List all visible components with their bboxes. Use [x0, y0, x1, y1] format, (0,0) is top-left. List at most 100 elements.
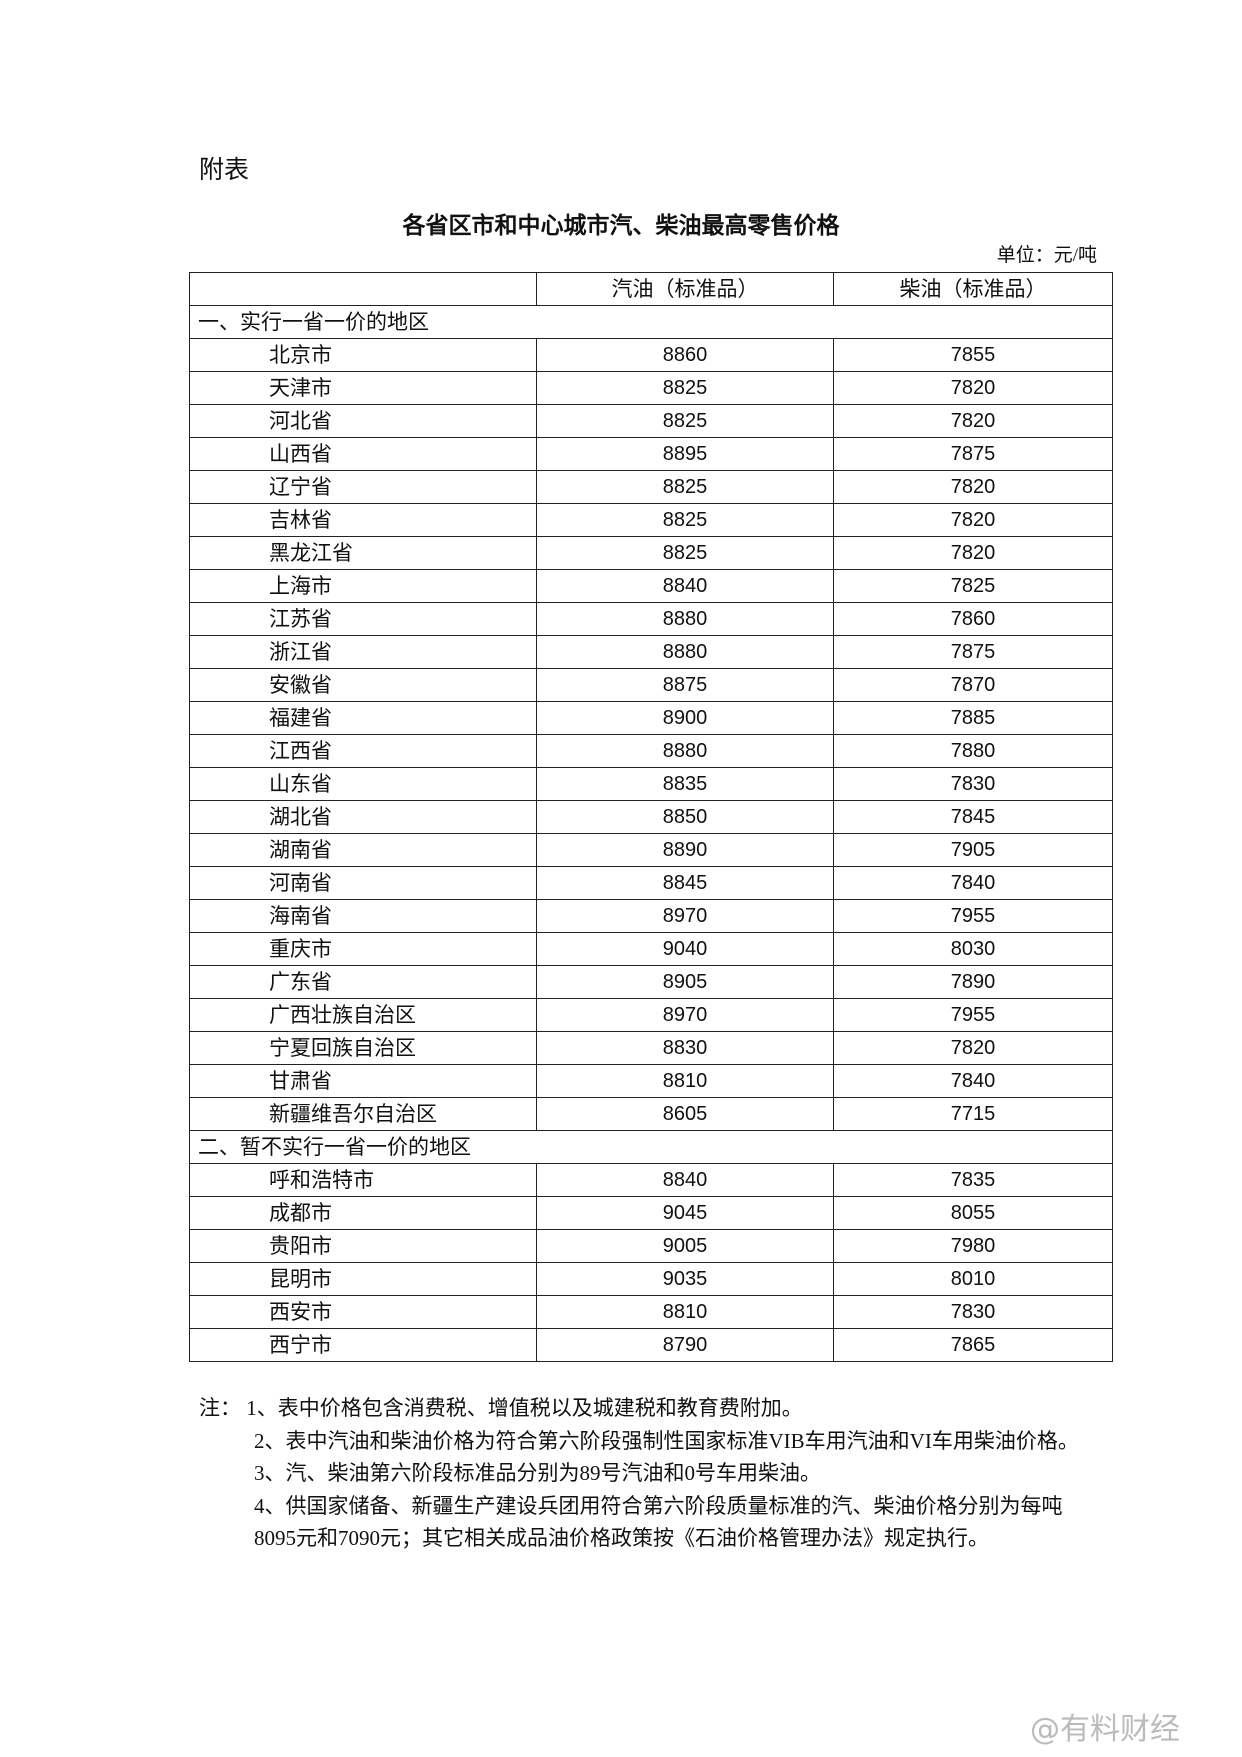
- table-row: 安徽省 8875 7870: [189, 668, 1113, 702]
- section-label: 二、暂不实行一省一价的地区: [189, 1130, 1113, 1164]
- table-row: 贵阳市 9005 7980: [189, 1229, 1113, 1263]
- table-row: 辽宁省 8825 7820: [189, 470, 1113, 504]
- gasoline-price: 8880: [536, 635, 834, 669]
- diesel-price: 7905: [833, 833, 1113, 867]
- region-name: 北京市: [189, 338, 537, 372]
- watermark: @有料财经: [1030, 1712, 1180, 1747]
- region-name: 山东省: [189, 767, 537, 801]
- region-name: 甘肃省: [189, 1064, 537, 1098]
- table-row: 昆明市 9035 8010: [189, 1262, 1113, 1296]
- diesel-price: 7820: [833, 536, 1113, 570]
- table-row: 黑龙江省 8825 7820: [189, 536, 1113, 570]
- diesel-price: 7980: [833, 1229, 1113, 1263]
- region-name: 海南省: [189, 899, 537, 933]
- region-name: 呼和浩特市: [189, 1163, 537, 1197]
- table-row: 成都市 9045 8055: [189, 1196, 1113, 1230]
- table-row: 浙江省 8880 7875: [189, 635, 1113, 669]
- diesel-price: 7890: [833, 965, 1113, 999]
- note-3: 3、汽、柴油第六阶段标准品分别为89号汽油和0号车用柴油。: [254, 1461, 821, 1485]
- diesel-price: 8030: [833, 932, 1113, 966]
- diesel-price: 7845: [833, 800, 1113, 834]
- table-row: 天津市 8825 7820: [189, 371, 1113, 405]
- gasoline-price: 8970: [536, 899, 834, 933]
- table-row: 山东省 8835 7830: [189, 767, 1113, 801]
- diesel-price: 7880: [833, 734, 1113, 768]
- gasoline-price: 8895: [536, 437, 834, 471]
- table-row: 广西壮族自治区 8970 7955: [189, 998, 1113, 1032]
- table-row: 福建省 8900 7885: [189, 701, 1113, 735]
- diesel-price: 7820: [833, 503, 1113, 537]
- gasoline-price: 9045: [536, 1196, 834, 1230]
- gasoline-price: 8890: [536, 833, 834, 867]
- region-name: 安徽省: [189, 668, 537, 702]
- region-name: 广东省: [189, 965, 537, 999]
- column-header: 汽油（标准品）: [536, 272, 834, 306]
- note-2: 2、表中汽油和柴油价格为符合第六阶段强制性国家标准VIB车用汽油和VI车用柴油价…: [254, 1428, 1079, 1453]
- table-row: 河南省 8845 7840: [189, 866, 1113, 900]
- section-label: 一、实行一省一价的地区: [189, 305, 1113, 339]
- diesel-price: 7820: [833, 470, 1113, 504]
- gasoline-price: 8825: [536, 536, 834, 570]
- gasoline-price: 8810: [536, 1064, 834, 1098]
- region-name: 河南省: [189, 866, 537, 900]
- region-name: 江西省: [189, 734, 537, 768]
- region-name: 成都市: [189, 1196, 537, 1230]
- gasoline-price: 8790: [536, 1328, 834, 1362]
- region-name: 新疆维吾尔自治区: [189, 1097, 537, 1131]
- region-name: 上海市: [189, 569, 537, 603]
- region-name: 吉林省: [189, 503, 537, 537]
- diesel-price: 8010: [833, 1262, 1113, 1296]
- table-row: 湖南省 8890 7905: [189, 833, 1113, 867]
- gasoline-price: 8835: [536, 767, 834, 801]
- diesel-price: 8055: [833, 1196, 1113, 1230]
- table-row: 新疆维吾尔自治区 8605 7715: [189, 1097, 1113, 1131]
- diesel-price: 7820: [833, 371, 1113, 405]
- gasoline-price: 8605: [536, 1097, 834, 1131]
- diesel-price: 7830: [833, 1295, 1113, 1329]
- table-row: 广东省 8905 7890: [189, 965, 1113, 999]
- diesel-price: 7840: [833, 1064, 1113, 1098]
- diesel-price: 7875: [833, 437, 1113, 471]
- gasoline-price: 8840: [536, 1163, 834, 1197]
- gasoline-price: 8860: [536, 338, 834, 372]
- gasoline-price: 8970: [536, 998, 834, 1032]
- note-1: 注： 1、表中价格包含消费税、增值税以及城建税和教育费附加。: [199, 1396, 803, 1420]
- diesel-price: 7830: [833, 767, 1113, 801]
- diesel-price: 7835: [833, 1163, 1113, 1197]
- region-name: 天津市: [189, 371, 537, 405]
- region-name: 湖南省: [189, 833, 537, 867]
- diesel-price: 7825: [833, 569, 1113, 603]
- region-name: 浙江省: [189, 635, 537, 669]
- table-row: 呼和浩特市 8840 7835: [189, 1163, 1113, 1197]
- table-row: 江苏省 8880 7860: [189, 602, 1113, 636]
- gasoline-price: 8875: [536, 668, 834, 702]
- table-row: 吉林省 8825 7820: [189, 503, 1113, 537]
- table-row: 西安市 8810 7830: [189, 1295, 1113, 1329]
- diesel-price: 7820: [833, 404, 1113, 438]
- table-row: 上海市 8840 7825: [189, 569, 1113, 603]
- section-row: 二、暂不实行一省一价的地区: [189, 1130, 1113, 1164]
- diesel-price: 7870: [833, 668, 1113, 702]
- table-row: 海南省 8970 7955: [189, 899, 1113, 933]
- table-row: 宁夏回族自治区 8830 7820: [189, 1031, 1113, 1065]
- region-name: 西安市: [189, 1295, 537, 1329]
- gasoline-price: 8825: [536, 371, 834, 405]
- appendix-label: 附表: [199, 157, 250, 184]
- diesel-price: 7875: [833, 635, 1113, 669]
- column-header: 柴油（标准品）: [833, 272, 1113, 306]
- unit-label: 单位：元/吨: [996, 245, 1097, 266]
- table-row: 江西省 8880 7880: [189, 734, 1113, 768]
- price-table: 汽油（标准品） 柴油（标准品） 一、实行一省一价的地区 北京市 8860 7855 天津…: [189, 272, 1113, 1362]
- table-row: 山西省 8895 7875: [189, 437, 1113, 471]
- region-name: 辽宁省: [189, 470, 537, 504]
- diesel-price: 7865: [833, 1328, 1113, 1362]
- diesel-price: 7820: [833, 1031, 1113, 1065]
- region-name: 湖北省: [189, 800, 537, 834]
- section-row: 一、实行一省一价的地区: [189, 305, 1113, 339]
- region-name: 福建省: [189, 701, 537, 735]
- gasoline-price: 8825: [536, 503, 834, 537]
- region-name: 宁夏回族自治区: [189, 1031, 537, 1065]
- region-name: 重庆市: [189, 932, 537, 966]
- diesel-price: 7885: [833, 701, 1113, 735]
- gasoline-price: 8825: [536, 470, 834, 504]
